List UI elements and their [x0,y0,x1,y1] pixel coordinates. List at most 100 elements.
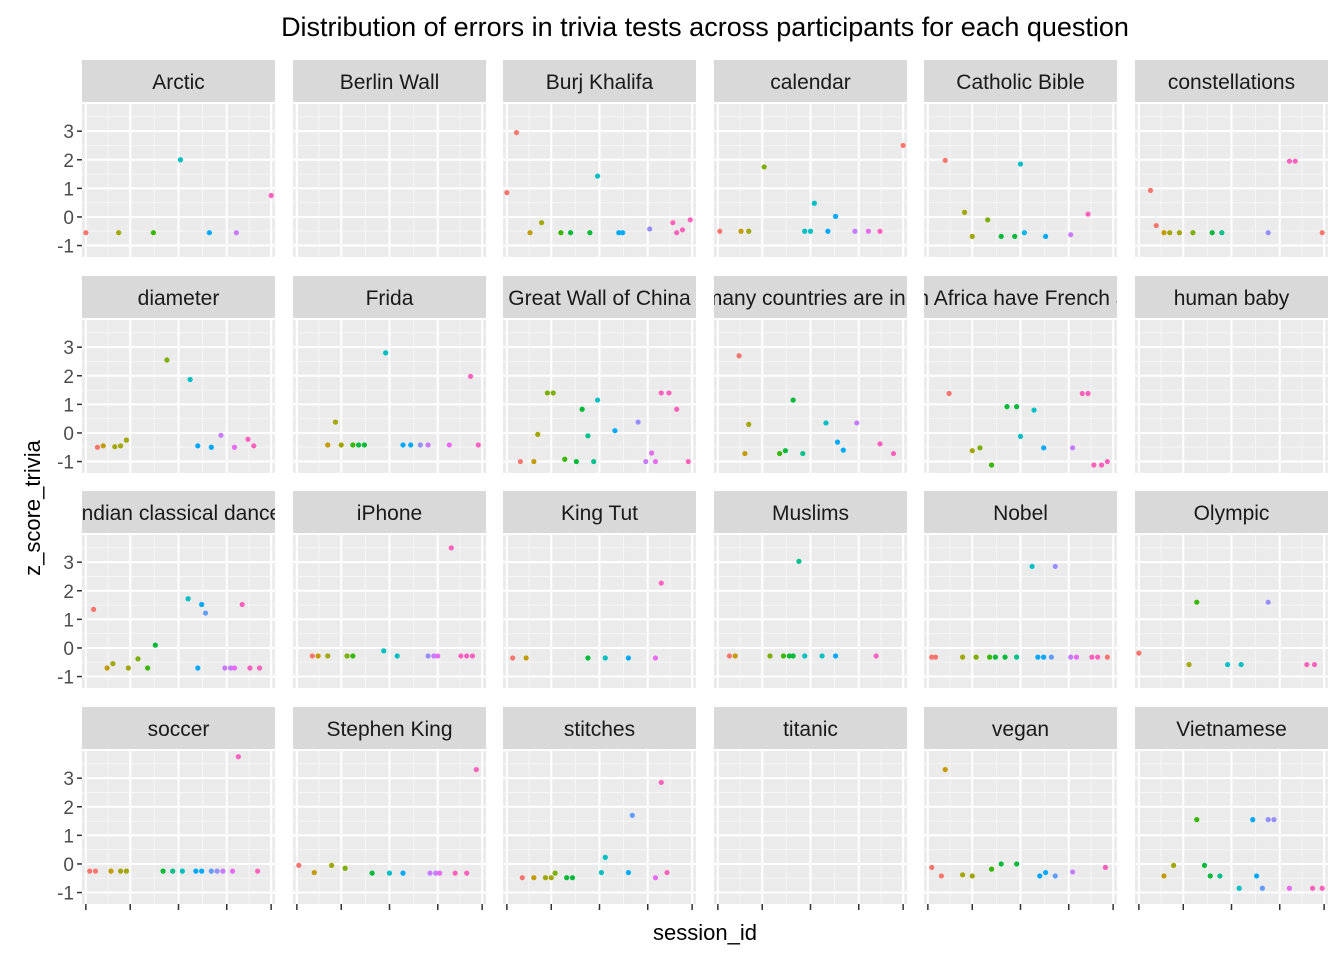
data-point [110,661,116,667]
facet-panel: Indian classical dance -1 0 1 2 3 [57,491,275,689]
data-point [152,642,158,648]
data-point [558,230,564,236]
data-point [135,656,141,662]
data-point [344,653,350,659]
data-point [658,390,664,396]
facet-strip-label: Burj Khalifa [546,71,654,94]
facet-panel: Arctic -1 0 1 2 3 [57,60,275,258]
data-point [834,439,841,445]
data-point [539,220,545,226]
data-point [988,866,995,872]
data-point [187,376,193,383]
data-point [550,390,556,396]
data-point [116,230,122,236]
data-point [235,754,241,760]
data-point [475,442,481,448]
facet-strip-label: vegan [992,718,1049,741]
facet-panel: stitches [503,707,696,910]
data-point [1207,873,1213,879]
data-point [118,443,124,449]
data-point [832,653,839,659]
x-axis-label: session_id [653,920,757,945]
facet-strip-label: Frida [366,287,414,310]
data-point [1319,885,1325,891]
data-point [531,458,537,465]
data-point [802,653,808,659]
data-point [400,442,406,448]
facet-panel: King Tut [503,491,696,688]
data-point [790,397,796,403]
data-point [969,233,975,240]
data-point [567,230,574,236]
data-point [342,865,348,871]
data-point [160,868,166,874]
facet-strip [1135,707,1328,749]
data-point [400,870,406,876]
chart-title: Distribution of errors in trivia tests a… [281,12,1129,42]
data-point [594,173,601,179]
facet-panel: constellations [1135,60,1328,257]
data-point [1161,873,1167,879]
facet-strip [714,276,907,318]
data-point [674,230,680,236]
data-point [329,862,335,868]
y-tick-label: 2 [63,151,74,172]
y-tick-label: 1 [63,179,74,200]
data-point [679,227,686,233]
data-point [1068,654,1074,660]
data-point [513,129,520,136]
data-point [1194,599,1200,605]
data-point [1201,862,1208,868]
data-point [782,448,789,454]
data-point [369,870,375,876]
data-point [469,653,476,659]
data-point [1095,654,1101,660]
data-point [674,406,680,412]
data-point [796,558,802,564]
data-point [1014,861,1020,867]
data-point [231,444,238,450]
data-point [510,655,516,661]
data-point [452,870,458,876]
data-point [988,462,995,468]
data-point [125,665,131,671]
data-point [417,442,423,448]
facet-strip [503,276,696,318]
data-point [309,653,315,659]
data-point [108,868,114,874]
data-point [222,665,228,671]
data-point [425,442,431,448]
facet-panel: Stephen King [293,707,486,910]
data-point [1319,230,1325,236]
data-point [594,397,601,403]
y-tick-label: 2 [63,582,74,603]
data-point [1286,885,1292,891]
data-point [325,442,331,448]
data-point [251,443,257,449]
y-tick-label: 0 [63,424,74,445]
facet-strip-label: Olympic [1194,502,1270,525]
data-point [100,443,106,449]
data-point [202,610,209,616]
data-point [929,864,935,870]
data-point [350,442,356,448]
facet-strip-label: Great Wall of China [508,287,691,310]
y-tick-label: 1 [63,395,74,416]
data-point [1070,445,1076,451]
facet-panel: Great Wall of China [503,276,696,473]
facet-panel: How many countries are in Africa [714,276,907,473]
facet-panel: vegan [924,707,1117,910]
data-point [1012,233,1018,240]
data-point [1091,462,1097,468]
data-point [562,456,568,462]
facet-strip-label: human baby [1174,287,1290,310]
facet-strip [293,276,486,318]
facet-strip-label: Berlin Wall [340,71,440,94]
y-tick-label: 0 [63,855,74,876]
data-point [800,450,806,457]
data-point [220,868,226,874]
data-point [1002,654,1008,660]
data-point [1217,873,1223,879]
y-tick-label: 0 [63,208,74,229]
facet-panel: diameter -1 0 1 2 3 [57,276,275,474]
